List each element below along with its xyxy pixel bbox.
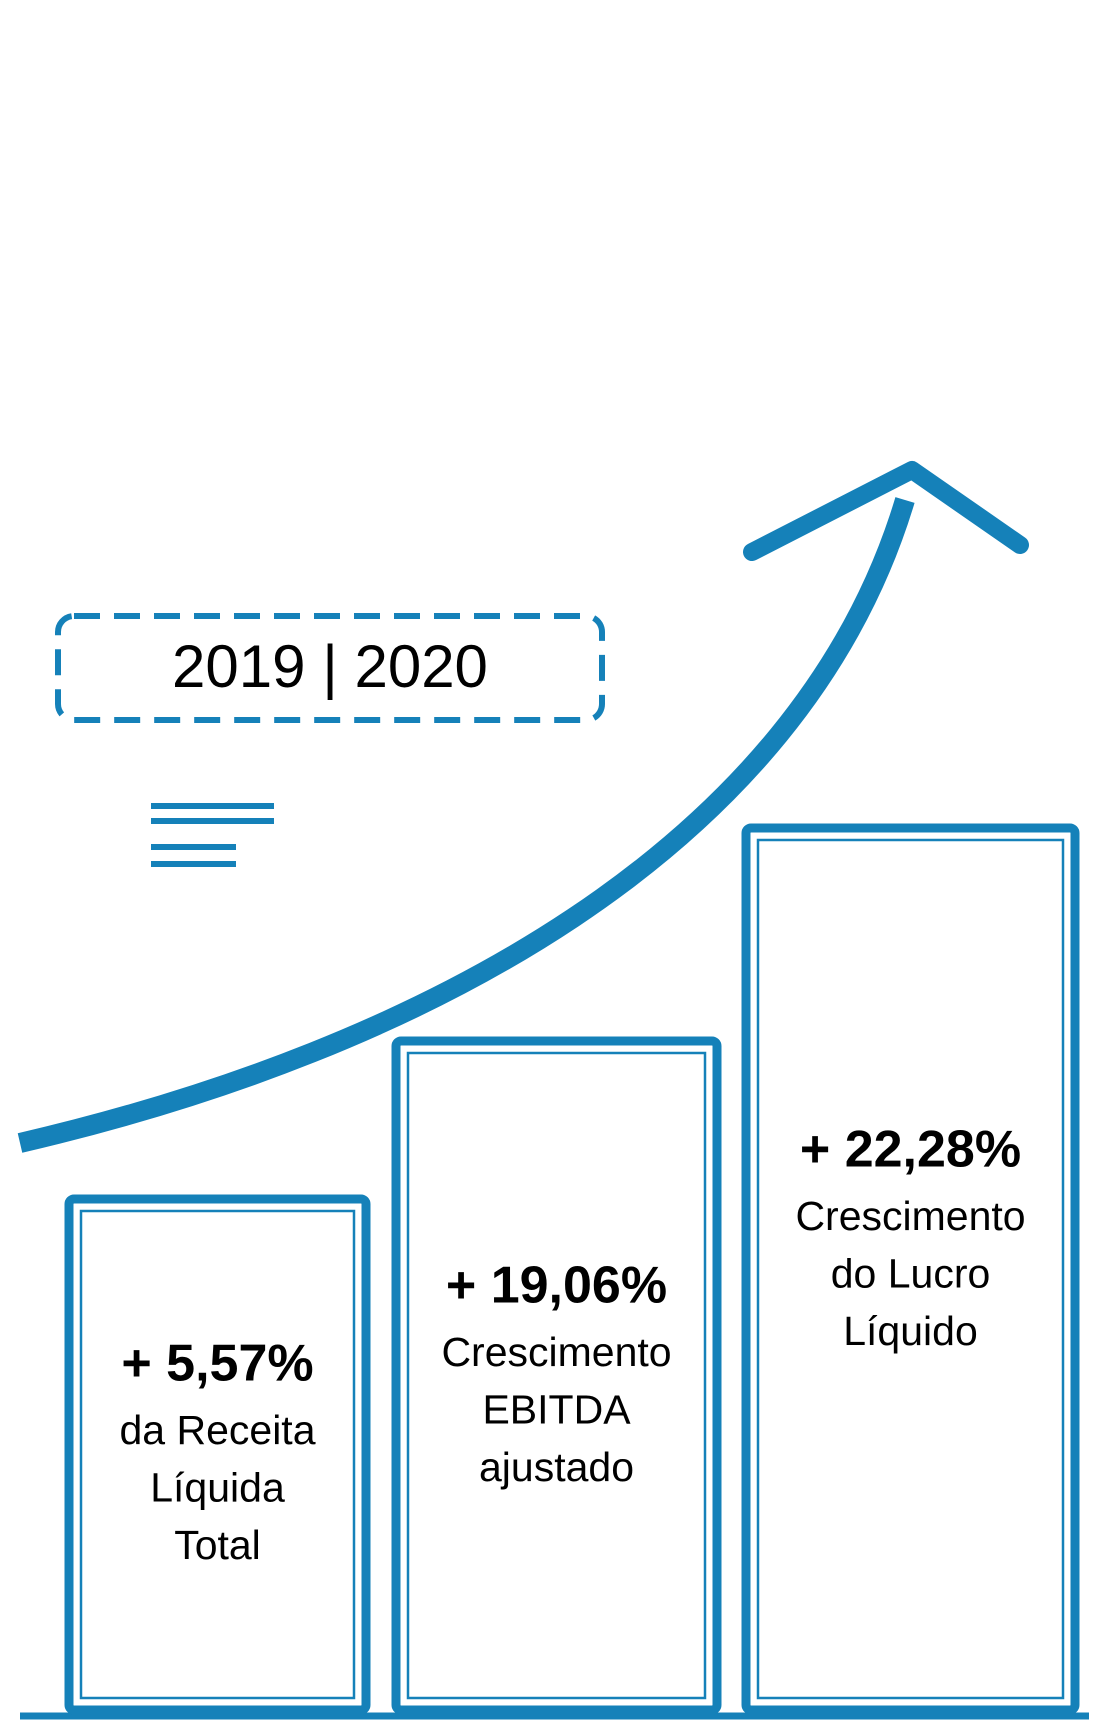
bar-value: + 19,06% xyxy=(446,1257,667,1315)
bar-description: Crescimento xyxy=(795,1193,1025,1239)
bar-frame xyxy=(391,1036,722,1715)
arrow-head xyxy=(743,461,1029,561)
bar-description: do Lucro xyxy=(831,1250,991,1296)
bar-frame xyxy=(64,1194,371,1715)
lines-icon xyxy=(151,803,274,867)
bar-description: ajustado xyxy=(479,1444,634,1490)
bar-description: Crescimento xyxy=(441,1329,671,1375)
bar-description: da Receita xyxy=(119,1407,315,1453)
bar-value: + 22,28% xyxy=(800,1121,1021,1179)
bar-frame xyxy=(741,823,1080,1715)
bar-description: Líquida xyxy=(150,1464,285,1510)
growth-arrow xyxy=(17,497,915,1153)
bar-description: Total xyxy=(174,1522,261,1568)
bar-value: + 5,57% xyxy=(121,1335,313,1393)
bar-inner-frame xyxy=(406,1051,707,1700)
bar-description: Líquido xyxy=(843,1308,978,1354)
period-label: 2019 | 2020 xyxy=(172,633,488,700)
bar-inner-frame xyxy=(756,838,1065,1700)
bar-description: EBITDA xyxy=(482,1386,631,1432)
bar-inner-frame xyxy=(79,1209,356,1700)
period-box xyxy=(55,613,605,723)
